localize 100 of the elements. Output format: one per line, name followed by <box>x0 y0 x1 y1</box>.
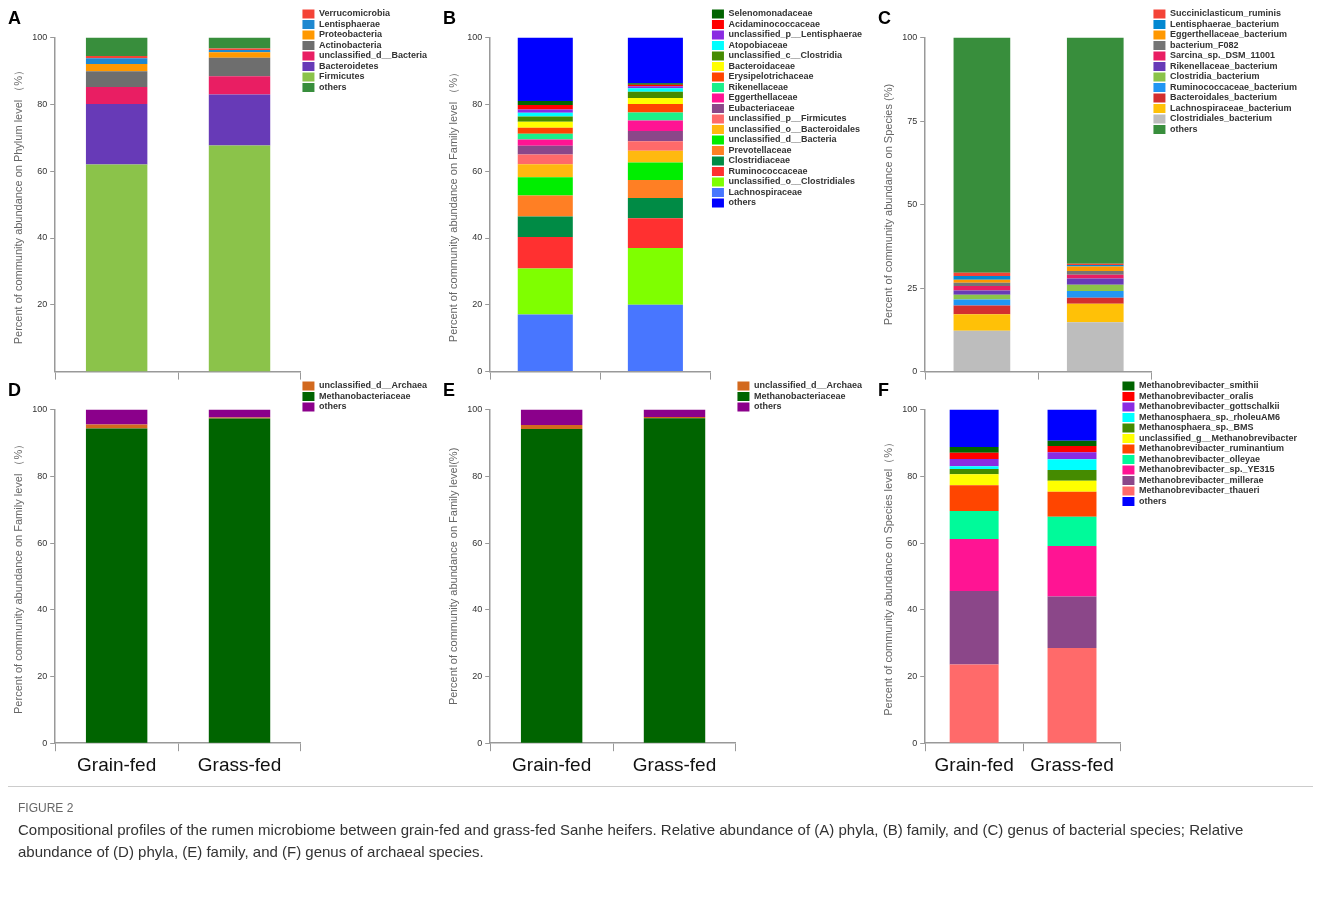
y-tick-label: 100 <box>467 404 483 415</box>
y-tick-label: 60 <box>472 165 483 176</box>
legend-label: Bacteroidetes <box>318 60 379 71</box>
legend-label: Eggerthellaceae <box>728 92 798 103</box>
legend-label: Verrucomicrobia <box>318 8 391 19</box>
y-tick-label: 100 <box>467 32 483 43</box>
y-tick-label: 40 <box>472 232 483 243</box>
y-tick-label: 60 <box>472 537 483 548</box>
y-axis-title: Percent of community abundance on Family level(%) <box>446 447 459 706</box>
legend-label: unclassified_o__Clostridiales <box>728 176 856 187</box>
y-tick-label: 60 <box>37 165 48 176</box>
chart-title: B <box>443 7 456 28</box>
legend-label: Methanobrevibacter_sp._YE315 <box>1138 464 1275 475</box>
legend-label: Methanosphaera_sp._BMS <box>1138 422 1254 433</box>
legend-label: Firmicutes <box>318 71 365 82</box>
legend-label: Methanobrevibacter_ruminantium <box>1138 443 1284 454</box>
legend-label: unclassified_p__Firmicutes <box>728 113 847 124</box>
y-tick-label: 40 <box>37 232 48 243</box>
legend-label: Methanobrevibacter_smithii <box>1138 380 1259 391</box>
y-tick-label: 0 <box>912 366 918 377</box>
y-tick-label: 0 <box>477 737 483 748</box>
y-tick-label: 80 <box>472 470 483 481</box>
y-tick-label: 80 <box>37 470 48 481</box>
legend-label: Eggerthellaceae_bacterium <box>1169 29 1288 40</box>
y-tick-label: 80 <box>472 98 483 109</box>
x-tick-label: Grain-fed <box>77 753 157 775</box>
legend-label: Rikenellaceae <box>728 81 788 92</box>
text: FIGURE 2 <box>18 801 75 815</box>
legend-label: Rikenellaceae_bacterium <box>1169 60 1278 71</box>
legend-label: Erysipelotrichaceae <box>728 71 814 82</box>
y-tick-label: 20 <box>472 670 483 681</box>
legend-label: Methanobrevibacter_millerae <box>1138 474 1264 485</box>
legend-label: Methanosphaera_sp._rholeuAM6 <box>1138 411 1280 422</box>
x-tick-label: Grass-fed <box>632 753 717 775</box>
y-axis-title: Percent of community abundance on Species (%) <box>881 83 894 326</box>
y-tick-label: 0 <box>477 366 483 377</box>
y-tick-label: 20 <box>472 299 483 310</box>
legend-label: others <box>1169 123 1198 134</box>
chart-title: A <box>8 7 21 28</box>
y-axis-title: Percent of community abundance on Family level （%） <box>446 67 459 343</box>
legend-label: Ruminococcaceae_bacterium <box>1169 81 1298 92</box>
y-tick-label: 40 <box>472 604 483 615</box>
legend-label: Methanobrevibacter_thaueri <box>1138 485 1260 496</box>
legend-label: Ruminococcaceae <box>728 165 808 176</box>
legend-label: Bacteroidaceae <box>728 60 795 71</box>
y-tick-label: 60 <box>907 537 918 548</box>
legend-label: Methanobacteriaceae <box>318 390 411 401</box>
y-tick-label: 100 <box>32 32 48 43</box>
legend-label: Proteobacteria <box>318 29 383 40</box>
legend-label: Actinobacteria <box>318 39 383 50</box>
text: Compositional profiles of the rumen microbiome between grain-fed and grass-fed Sanhe heifers. Relative abundance of (A) phyla, (B) family, and (C) genus of bacterial species; Relative abundance of (D) phyla, (E) family, and (F) genus of archaeal species. <box>18 820 1245 862</box>
legend-label: Succiniclasticum_ruminis <box>1169 8 1281 19</box>
legend-label: Bacteroidales_bacterium <box>1169 92 1277 103</box>
legend-label: Lachnospiraceae_bacterium <box>1169 102 1292 113</box>
legend-label: Methanobrevibacter_oralis <box>1138 390 1254 401</box>
y-tick-label: 20 <box>37 670 48 681</box>
chart-title: C <box>878 7 891 28</box>
y-tick-label: 80 <box>907 470 918 481</box>
legend-label: Sarcina_sp._DSM_11001 <box>1169 50 1276 61</box>
y-axis-title: Percent of community abundance on Species level（%） <box>881 436 894 716</box>
legend-label: Clostridiales_bacterium <box>1169 113 1272 124</box>
legend-label: Acidaminococcaceae <box>728 18 820 29</box>
y-tick-label: 40 <box>907 604 918 615</box>
x-tick-label: Grain-fed <box>934 753 1014 775</box>
y-tick-label: 100 <box>32 404 48 415</box>
x-tick-label: Grain-fed <box>512 753 592 775</box>
y-axis-title: Percent of community abundance on Phylum level （%） <box>11 64 24 345</box>
y-tick-label: 100 <box>902 32 918 43</box>
legend-label: unclassified_c__Clostridia <box>728 50 843 61</box>
y-tick-label: 20 <box>907 670 918 681</box>
legend-label: others <box>318 401 347 412</box>
y-tick-label: 25 <box>907 282 918 293</box>
chart-title: F <box>878 379 889 400</box>
legend-label: unclassified_g__Methanobrevibacter <box>1138 432 1298 443</box>
legend-label: unclassified_d__Bacteria <box>318 50 428 61</box>
legend-label: unclassified_d__Archaea <box>318 380 428 391</box>
legend-label: others <box>318 81 347 92</box>
y-tick-label: 20 <box>37 299 48 310</box>
legend-label: Clostridia_bacterium <box>1169 71 1260 82</box>
legend-label: unclassified_d__Bacteria <box>728 134 838 145</box>
legend-label: Lachnospiraceae <box>728 186 802 197</box>
legend-label: Lentisphaerae_bacterium <box>1169 18 1279 29</box>
y-tick-label: 60 <box>37 537 48 548</box>
chart-title: E <box>443 379 456 400</box>
legend-label: Lentisphaerae <box>318 18 380 29</box>
legend-label: Prevotellaceae <box>728 144 792 155</box>
y-tick-label: 50 <box>907 199 918 210</box>
y-tick-label: 40 <box>37 604 48 615</box>
legend-label: Eubacteriaceae <box>728 102 795 113</box>
legend-label: unclassified_p__Lentisphaerae <box>728 29 863 40</box>
legend-label: Methanobacteriaceae <box>753 390 846 401</box>
y-tick-label: 0 <box>912 737 918 748</box>
legend-label: others <box>753 401 782 412</box>
y-tick-label: 0 <box>42 737 48 748</box>
y-tick-label: 80 <box>37 98 48 109</box>
x-tick-label: Grass-fed <box>1030 753 1114 775</box>
legend-label: bacterium_F082 <box>1169 39 1239 50</box>
legend-label: Methanobrevibacter_gottschalkii <box>1138 401 1280 412</box>
legend-label: unclassified_d__Archaea <box>753 380 863 391</box>
y-axis-title: Percent of community abundance on Family level （%） <box>11 438 24 714</box>
